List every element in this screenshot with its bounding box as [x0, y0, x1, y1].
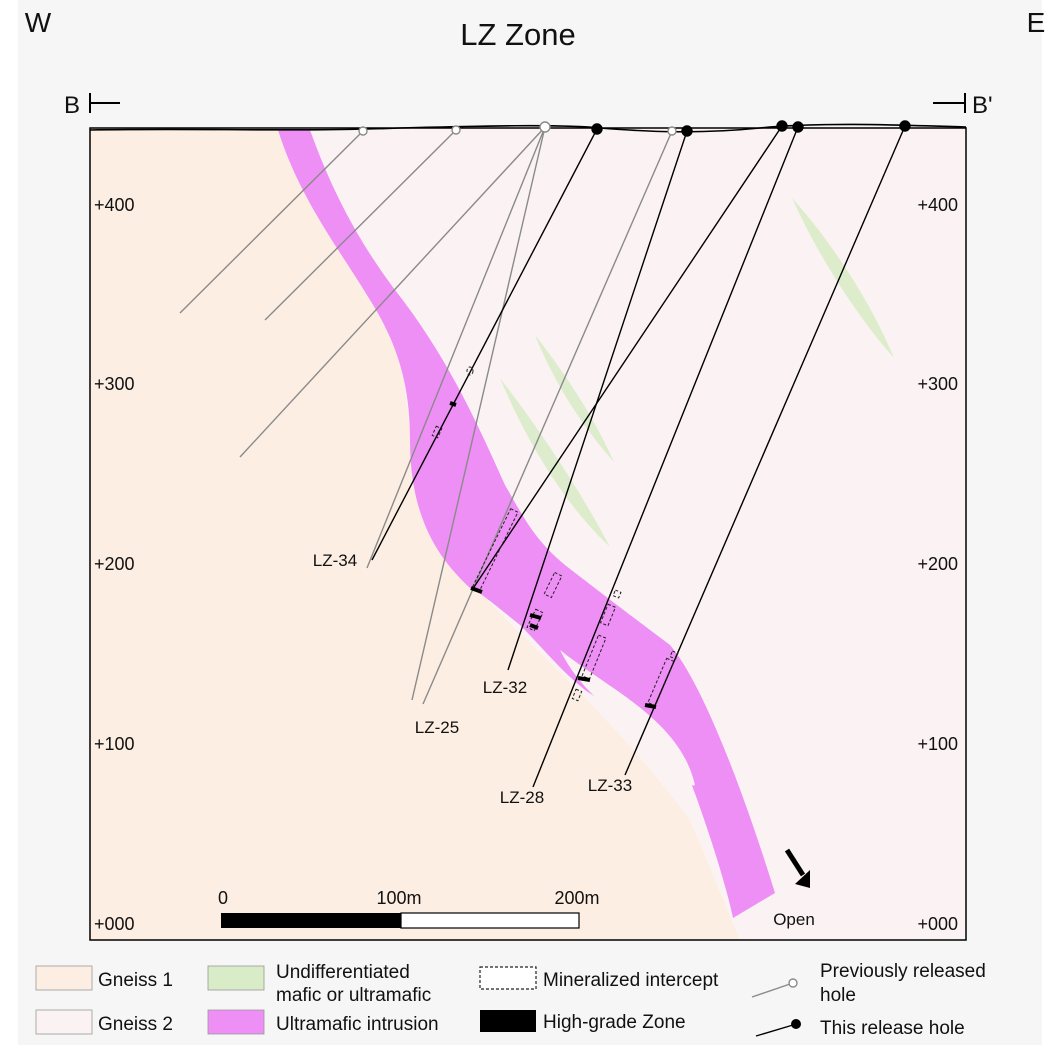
section-start-label: B	[64, 92, 80, 119]
legend-swatch-undifferentiated	[207, 965, 265, 991]
new-hole-trace	[624, 125, 906, 776]
topography-surface	[89, 123, 967, 133]
elevation-label-left: +200	[94, 554, 135, 574]
legend-label-previous-2: hole	[820, 985, 856, 1006]
undifferentiated-lens	[792, 198, 894, 358]
previous-hole-trace	[422, 130, 673, 705]
elevation-label-right: +000	[917, 914, 958, 934]
previous-hole-trace	[366, 126, 546, 569]
legend-swatch-mineralized	[479, 966, 537, 990]
legend-new-hole-collar-icon	[791, 1019, 801, 1029]
legend-label-previous-1: Previously released	[820, 961, 986, 982]
high-grade-zone	[449, 401, 457, 407]
gneiss-inlier	[560, 650, 695, 786]
scale-bar-white-segment	[400, 912, 580, 929]
legend-label-mineralized: Mineralized intercept	[543, 970, 719, 991]
elevation-label-right: +300	[917, 374, 958, 394]
west-label: W	[25, 7, 52, 38]
legend-label-this-release: This release hole	[820, 1018, 965, 1039]
high-grade-zone	[529, 623, 539, 630]
scale-label-100m: 100m	[376, 888, 421, 908]
undifferentiated-lenses	[500, 198, 894, 547]
gneiss1-unit	[90, 128, 740, 940]
open-arrow-icon	[784, 848, 810, 888]
legend-label-gneiss2: Gneiss 2	[98, 1014, 173, 1035]
high-grade-zone	[644, 703, 657, 709]
elevation-label-right: +200	[917, 554, 958, 574]
previously-released-holes	[179, 121, 677, 705]
legend-label-undifferentiated-1: Undifferentiated	[276, 962, 410, 983]
legend-label-gneiss1: Gneiss 1	[98, 970, 173, 991]
previous-hole-trace	[264, 129, 457, 321]
legend-swatch-gneiss2	[35, 1009, 93, 1035]
new-hole-trace	[471, 125, 783, 591]
legend-new-hole-line	[755, 1024, 794, 1037]
legend-label-highgrade: High-grade Zone	[543, 1012, 686, 1033]
elevation-label-left: +000	[94, 914, 135, 934]
new-hole-trace	[532, 126, 799, 788]
hole-label-lz-34: LZ-34	[313, 551, 357, 570]
scale-label-0: 0	[218, 888, 228, 908]
new-hole-collar	[792, 121, 804, 133]
legend-label-undifferentiated-2: mafic or ultramafic	[276, 985, 431, 1006]
new-hole-trace	[371, 128, 598, 561]
hole-label-lz-33: LZ-33	[588, 776, 632, 795]
undifferentiated-lens	[535, 335, 614, 462]
previous-hole-trace	[179, 130, 364, 314]
elevation-label-left: +100	[94, 734, 135, 754]
open-label: Open	[773, 910, 815, 929]
mineralized-intercept	[466, 366, 474, 376]
elevation-label-left: +300	[94, 374, 135, 394]
open-arrow-shaft	[784, 848, 806, 877]
this-release-holes	[371, 120, 911, 788]
legend-swatch-gneiss1	[35, 965, 93, 991]
hole-label-lz-25: LZ-25	[415, 718, 459, 737]
mineralized-intercept	[599, 603, 617, 627]
previous-hole-collar	[358, 126, 368, 136]
previous-hole-collar	[451, 125, 461, 135]
scale-bar-black-segment	[221, 913, 401, 928]
undifferentiated-lens	[500, 378, 610, 547]
section-frame-border	[89, 127, 967, 941]
legend: Gneiss 1 Gneiss 2 Undifferentiated mafic…	[35, 961, 986, 1039]
scale-bar: 0 100m 200m	[218, 888, 600, 929]
section-end-label: B'	[972, 92, 993, 119]
legend-previous-hole-collar-icon	[788, 978, 798, 988]
section-title: LZ Zone	[460, 17, 575, 52]
mineralized-intercept	[543, 571, 563, 599]
previous-hole-trace	[411, 126, 546, 701]
new-hole-trace	[507, 130, 688, 671]
high-grade-zones	[449, 401, 657, 709]
high-grade-zone	[577, 676, 591, 682]
new-hole-collar	[591, 123, 603, 135]
elevation-label-right: +400	[917, 195, 958, 215]
new-hole-collar	[681, 125, 693, 137]
new-hole-collar	[899, 120, 911, 132]
high-grade-zone	[529, 613, 542, 620]
previous-hole-trace	[239, 126, 546, 458]
hole-label-lz-32: LZ-32	[483, 678, 527, 697]
new-hole-collar	[776, 120, 788, 132]
high-grade-zone	[470, 586, 483, 594]
previous-hole-collar	[539, 121, 551, 133]
hole-label-lz-28: LZ-28	[500, 788, 544, 807]
legend-swatch-highgrade	[480, 1010, 536, 1032]
scale-label-200m: 200m	[554, 888, 599, 908]
previous-hole-collar	[667, 126, 677, 136]
east-label: E	[1027, 7, 1046, 38]
elevation-label-right: +100	[917, 734, 958, 754]
open-arrow-head	[795, 870, 810, 888]
legend-swatch-ultramafic	[207, 1009, 265, 1035]
elevation-label-left: +400	[94, 195, 135, 215]
legend-previous-hole-line	[751, 983, 791, 998]
legend-label-ultramafic: Ultramafic intrusion	[276, 1014, 439, 1035]
